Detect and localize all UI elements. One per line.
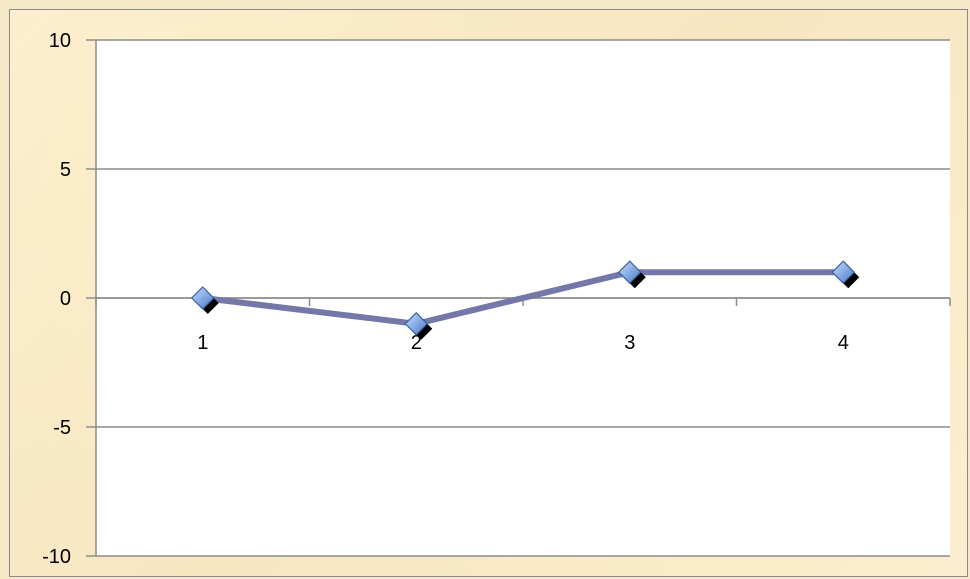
x-tick-label: 1 [197, 332, 208, 354]
y-tick-label: -10 [42, 546, 71, 568]
x-tick-label: 3 [624, 332, 635, 354]
series-group [199, 269, 847, 327]
y-tick-label: 10 [49, 30, 71, 52]
y-tick-label: 5 [60, 159, 71, 181]
data-point-marker [404, 311, 429, 336]
x-tick-label: 2 [411, 332, 422, 354]
data-point-marker [617, 260, 642, 285]
data-point-marker [831, 260, 856, 285]
y-tick-label: -5 [53, 417, 71, 439]
markers-group [190, 260, 860, 340]
series-line-0 [199, 269, 847, 327]
y-tick-label: 0 [60, 288, 71, 310]
x-tick-label: 4 [838, 332, 849, 354]
y-axis: 10 5 0 -5 -10 [42, 30, 97, 568]
data-point-marker [190, 286, 215, 310]
